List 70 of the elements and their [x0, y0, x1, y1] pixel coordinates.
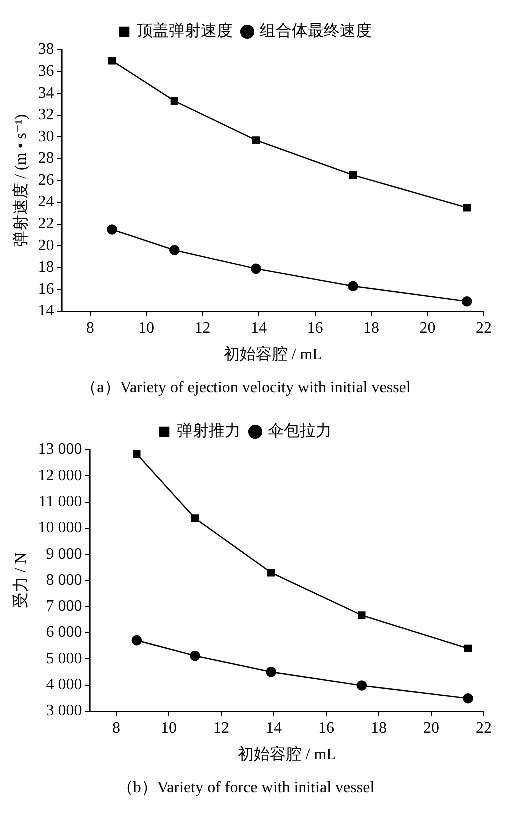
y-tick-label: 9 000	[46, 546, 82, 563]
y-tick-label: 14	[38, 302, 54, 320]
x-axis-title: 初始容腔 / mL	[238, 745, 336, 764]
y-tick-label: 13 000	[38, 441, 82, 458]
x-tick-label: 18	[364, 320, 380, 338]
y-tick-label: 24	[38, 194, 54, 211]
text: （b）Variety of force with initial vessel	[117, 780, 376, 797]
y-tick-label: 10 000	[38, 520, 82, 537]
x-tick-label: 12	[194, 320, 211, 338]
y-tick-label: 18	[38, 259, 54, 276]
y-tick-label: 4 000	[46, 676, 82, 694]
y-axis-title: 弹射速度 / (m • s⁻¹)	[12, 114, 30, 248]
legend-label: 伞包拉力	[268, 422, 332, 440]
point	[463, 204, 471, 212]
point	[191, 514, 200, 522]
point	[108, 57, 116, 65]
point	[358, 612, 366, 620]
y-tick-label: 26	[38, 172, 54, 189]
point	[107, 224, 118, 235]
y-tick-label: 3 000	[46, 702, 82, 720]
x-axis-title: 初始容腔 / mL	[224, 345, 322, 364]
x-tick-label: 22	[476, 320, 492, 338]
point	[463, 693, 474, 704]
y-tick-label: 6 000	[46, 624, 82, 642]
point	[251, 264, 262, 274]
x-tick-label: 20	[420, 320, 436, 338]
point	[132, 635, 142, 646]
text: （a）Variety of ejection velocity with initial vessel	[81, 380, 412, 397]
y-tick-label: 30	[38, 128, 54, 146]
point	[170, 97, 179, 106]
y-tick-label: 20	[38, 237, 54, 254]
point	[349, 171, 358, 180]
x-tick-label: 12	[213, 720, 230, 738]
y-tick-label: 28	[38, 150, 54, 168]
x-tick-label: 8	[112, 720, 120, 738]
y-tick-label: 32	[38, 106, 54, 124]
point	[266, 667, 276, 678]
y-axis-title: 受力 / N	[12, 552, 30, 609]
point	[464, 644, 472, 652]
y-tick-label: 16	[38, 280, 54, 298]
point	[170, 245, 180, 256]
y-tick-label: 5 000	[46, 650, 82, 668]
y-tick-label: 36	[38, 62, 54, 80]
legend-label: 组合体最终速度	[260, 22, 372, 40]
point	[268, 569, 276, 577]
y-tick-label: 11 000	[38, 493, 82, 510]
legend-label: 顶盖弹射速度	[137, 22, 233, 40]
x-tick-label: 22	[476, 720, 492, 738]
y-tick-label: 22	[38, 215, 54, 232]
x-tick-label: 14	[251, 320, 268, 338]
y-tick-label: 38	[38, 41, 54, 58]
point	[462, 296, 472, 307]
x-tick-label: 10	[138, 320, 155, 338]
x-tick-label: 14	[266, 720, 282, 738]
point	[252, 136, 260, 144]
x-tick-label: 16	[307, 320, 324, 338]
point	[348, 281, 358, 292]
x-tick-label: 16	[318, 720, 334, 738]
y-tick-label: 34	[38, 84, 54, 102]
y-tick-label: 8 000	[46, 572, 82, 589]
y-tick-label: 7 000	[46, 598, 82, 616]
x-tick-label: 20	[423, 720, 440, 738]
point	[190, 650, 200, 662]
point	[133, 450, 141, 458]
x-tick-label: 8	[86, 320, 94, 338]
y-tick-label: 12 000	[38, 467, 82, 484]
x-tick-label: 18	[370, 720, 387, 738]
point	[356, 680, 368, 691]
x-tick-label: 10	[160, 720, 177, 738]
legend-label: 弹射推力	[177, 422, 241, 440]
